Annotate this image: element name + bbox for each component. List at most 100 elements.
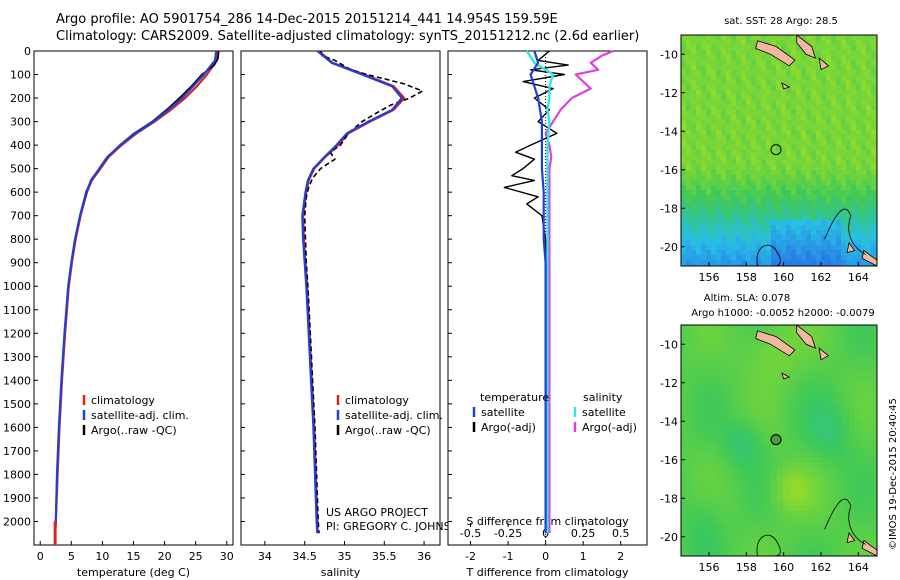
map-cell [846, 200, 852, 206]
map-cell [746, 90, 752, 96]
island-shape [861, 539, 877, 556]
map-cell [849, 553, 856, 556]
map-cell [771, 547, 778, 554]
map-cell [681, 245, 687, 251]
map-cell [856, 240, 862, 246]
map-cell [761, 260, 767, 266]
map-cell [686, 240, 692, 246]
map-cell [711, 125, 717, 131]
map-cell [861, 95, 867, 101]
map-cell [729, 445, 736, 452]
map-cell [856, 220, 862, 226]
map-cell [726, 250, 732, 256]
map-cell [735, 367, 742, 374]
map-cell [766, 40, 772, 46]
map-cell [811, 205, 817, 211]
map-cell [706, 95, 712, 101]
map-cell [686, 140, 692, 146]
map-cell [807, 529, 814, 536]
map-cell [871, 210, 877, 216]
map-cell [813, 493, 820, 500]
map-cell [789, 415, 796, 422]
map-cell [846, 175, 852, 181]
map-cell [843, 547, 850, 554]
map-cell [747, 505, 754, 512]
island-shape [796, 325, 817, 349]
map-cell [826, 195, 832, 201]
map-cell [699, 541, 706, 548]
map-cell [777, 415, 784, 422]
map-cell [791, 215, 797, 221]
map-cell [777, 493, 784, 500]
map-cell [771, 75, 777, 81]
map-cell [746, 255, 752, 261]
map-cell [721, 65, 727, 71]
map-cell [855, 421, 862, 428]
map-cell [696, 100, 702, 106]
map-cell [756, 250, 762, 256]
map-cell [686, 210, 692, 216]
map-cell [846, 180, 852, 186]
map-cell [705, 475, 712, 482]
map-cell [756, 135, 762, 141]
map-cell [837, 535, 844, 542]
map-cell [831, 379, 838, 386]
map-cell [721, 170, 727, 176]
map-cell [777, 529, 784, 536]
map-cell [851, 115, 857, 121]
map-cell [706, 35, 712, 41]
map-cell [765, 343, 772, 350]
map-cell [821, 195, 827, 201]
map-cell [686, 225, 692, 231]
map-cell [861, 195, 867, 201]
map-cell [777, 379, 784, 386]
map-cell [756, 105, 762, 111]
map-cell [825, 433, 832, 440]
map-cell [741, 255, 747, 261]
map-cell [851, 235, 857, 241]
map-cell [825, 499, 832, 506]
map-cell [786, 205, 792, 211]
map-cell [735, 541, 742, 548]
map-cell [783, 367, 790, 374]
map-cell [791, 210, 797, 216]
temp-legend-title: temperature [480, 391, 549, 404]
map-cell [726, 220, 732, 226]
map-cell [836, 225, 842, 231]
map-cell [816, 40, 822, 46]
map-cell [751, 50, 757, 56]
map-cell [686, 60, 692, 66]
map-cell [705, 457, 712, 464]
map-cell [706, 225, 712, 231]
map-cell [825, 439, 832, 446]
map-cell [826, 35, 832, 41]
map-cell [686, 230, 692, 236]
map-cell [771, 445, 778, 452]
map-cell [681, 403, 688, 410]
map-cell [871, 55, 877, 61]
map-cell [766, 160, 772, 166]
map-cell [729, 385, 736, 392]
map-cell [825, 523, 832, 530]
map-cell [776, 180, 782, 186]
map-cell [856, 125, 862, 131]
map-cell [711, 260, 717, 266]
map-cell [751, 250, 757, 256]
map-cell [746, 200, 752, 206]
map-cell [783, 523, 790, 530]
map-cell [706, 55, 712, 61]
map-cell [796, 165, 802, 171]
y-tick-label: 100 [10, 69, 31, 82]
map-cell [716, 160, 722, 166]
map-cell [841, 75, 847, 81]
map-cell [766, 180, 772, 186]
pi-label: PI: GREGORY C. JOHNSON [326, 520, 467, 533]
map-cell [856, 165, 862, 171]
map-cell [825, 511, 832, 518]
map-cell [746, 215, 752, 221]
map-cell [699, 373, 706, 380]
map-cell [751, 150, 757, 156]
map-cell [771, 135, 777, 141]
map-cell [806, 105, 812, 111]
map-cell [735, 457, 742, 464]
